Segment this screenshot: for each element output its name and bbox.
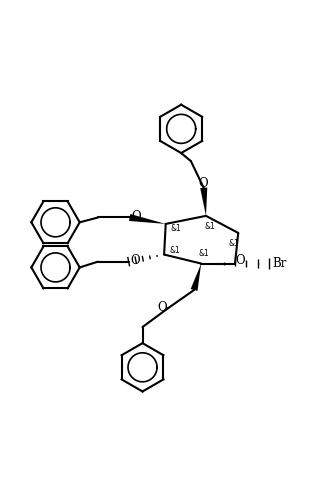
- Polygon shape: [191, 264, 201, 291]
- Polygon shape: [200, 187, 207, 216]
- Text: O: O: [158, 301, 167, 314]
- Text: Br: Br: [272, 257, 286, 270]
- Text: &1: &1: [228, 239, 239, 248]
- Text: &1: &1: [171, 224, 181, 233]
- Text: O: O: [131, 210, 141, 223]
- Text: &1: &1: [198, 249, 209, 258]
- Text: O: O: [236, 254, 245, 268]
- Text: O: O: [198, 177, 208, 190]
- Polygon shape: [129, 214, 166, 224]
- Text: &1: &1: [204, 222, 215, 231]
- Text: O: O: [130, 254, 140, 268]
- Text: &1: &1: [169, 245, 180, 254]
